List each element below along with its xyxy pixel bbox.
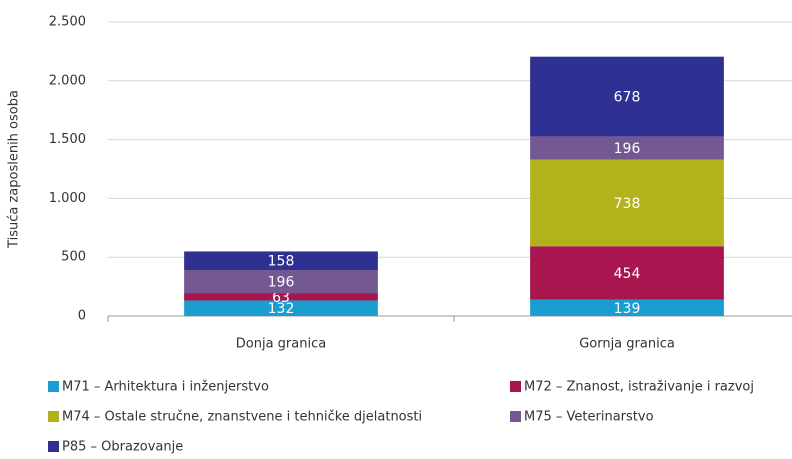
y-tick-label: 1.500 (49, 132, 86, 147)
data-label: 454 (614, 266, 641, 282)
y-tick-label: 2.000 (49, 73, 86, 88)
data-label: 132 (268, 301, 295, 317)
bar-segment (184, 300, 378, 316)
legend-swatch (48, 411, 59, 422)
bar-segment (184, 251, 378, 271)
data-label: 196 (268, 275, 295, 291)
bar-segment (184, 270, 378, 294)
bar-segment (530, 159, 724, 247)
bar-segment (184, 293, 378, 301)
x-tick-label: Donja granica (236, 337, 326, 352)
y-tick-label: 1.000 (49, 191, 86, 206)
legend-label: M72 – Znanost, istraživanje i razvoj (524, 380, 754, 395)
legend-label: P85 – Obrazovanje (62, 440, 183, 455)
data-label: 158 (268, 254, 295, 270)
data-label: 196 (614, 141, 641, 157)
legend-label: M75 – Veterinarstvo (524, 410, 654, 425)
data-label: 139 (614, 301, 641, 317)
legend-swatch (510, 411, 521, 422)
data-label: 678 (614, 90, 641, 106)
legend-label: M71 – Arhitektura i inženjerstvo (62, 380, 269, 395)
bar-segment (530, 299, 724, 316)
legend-swatch (510, 381, 521, 392)
x-tick-label: Gornja granica (579, 337, 675, 352)
data-label: 63 (272, 290, 290, 306)
legend-swatch (48, 381, 59, 392)
y-axis-label: Tisuća zaposlenih osoba (7, 90, 22, 249)
y-tick-label: 0 (78, 309, 86, 324)
bar-segment (530, 136, 724, 160)
y-tick-label: 500 (61, 250, 86, 265)
y-tick-label: 2.500 (49, 15, 86, 30)
data-label: 738 (614, 196, 641, 212)
bar-segment (530, 56, 724, 137)
bar-segment (530, 246, 724, 300)
legend-label: M74 – Ostale stručne, znanstvene i tehni… (62, 410, 422, 425)
legend-swatch (48, 441, 59, 452)
